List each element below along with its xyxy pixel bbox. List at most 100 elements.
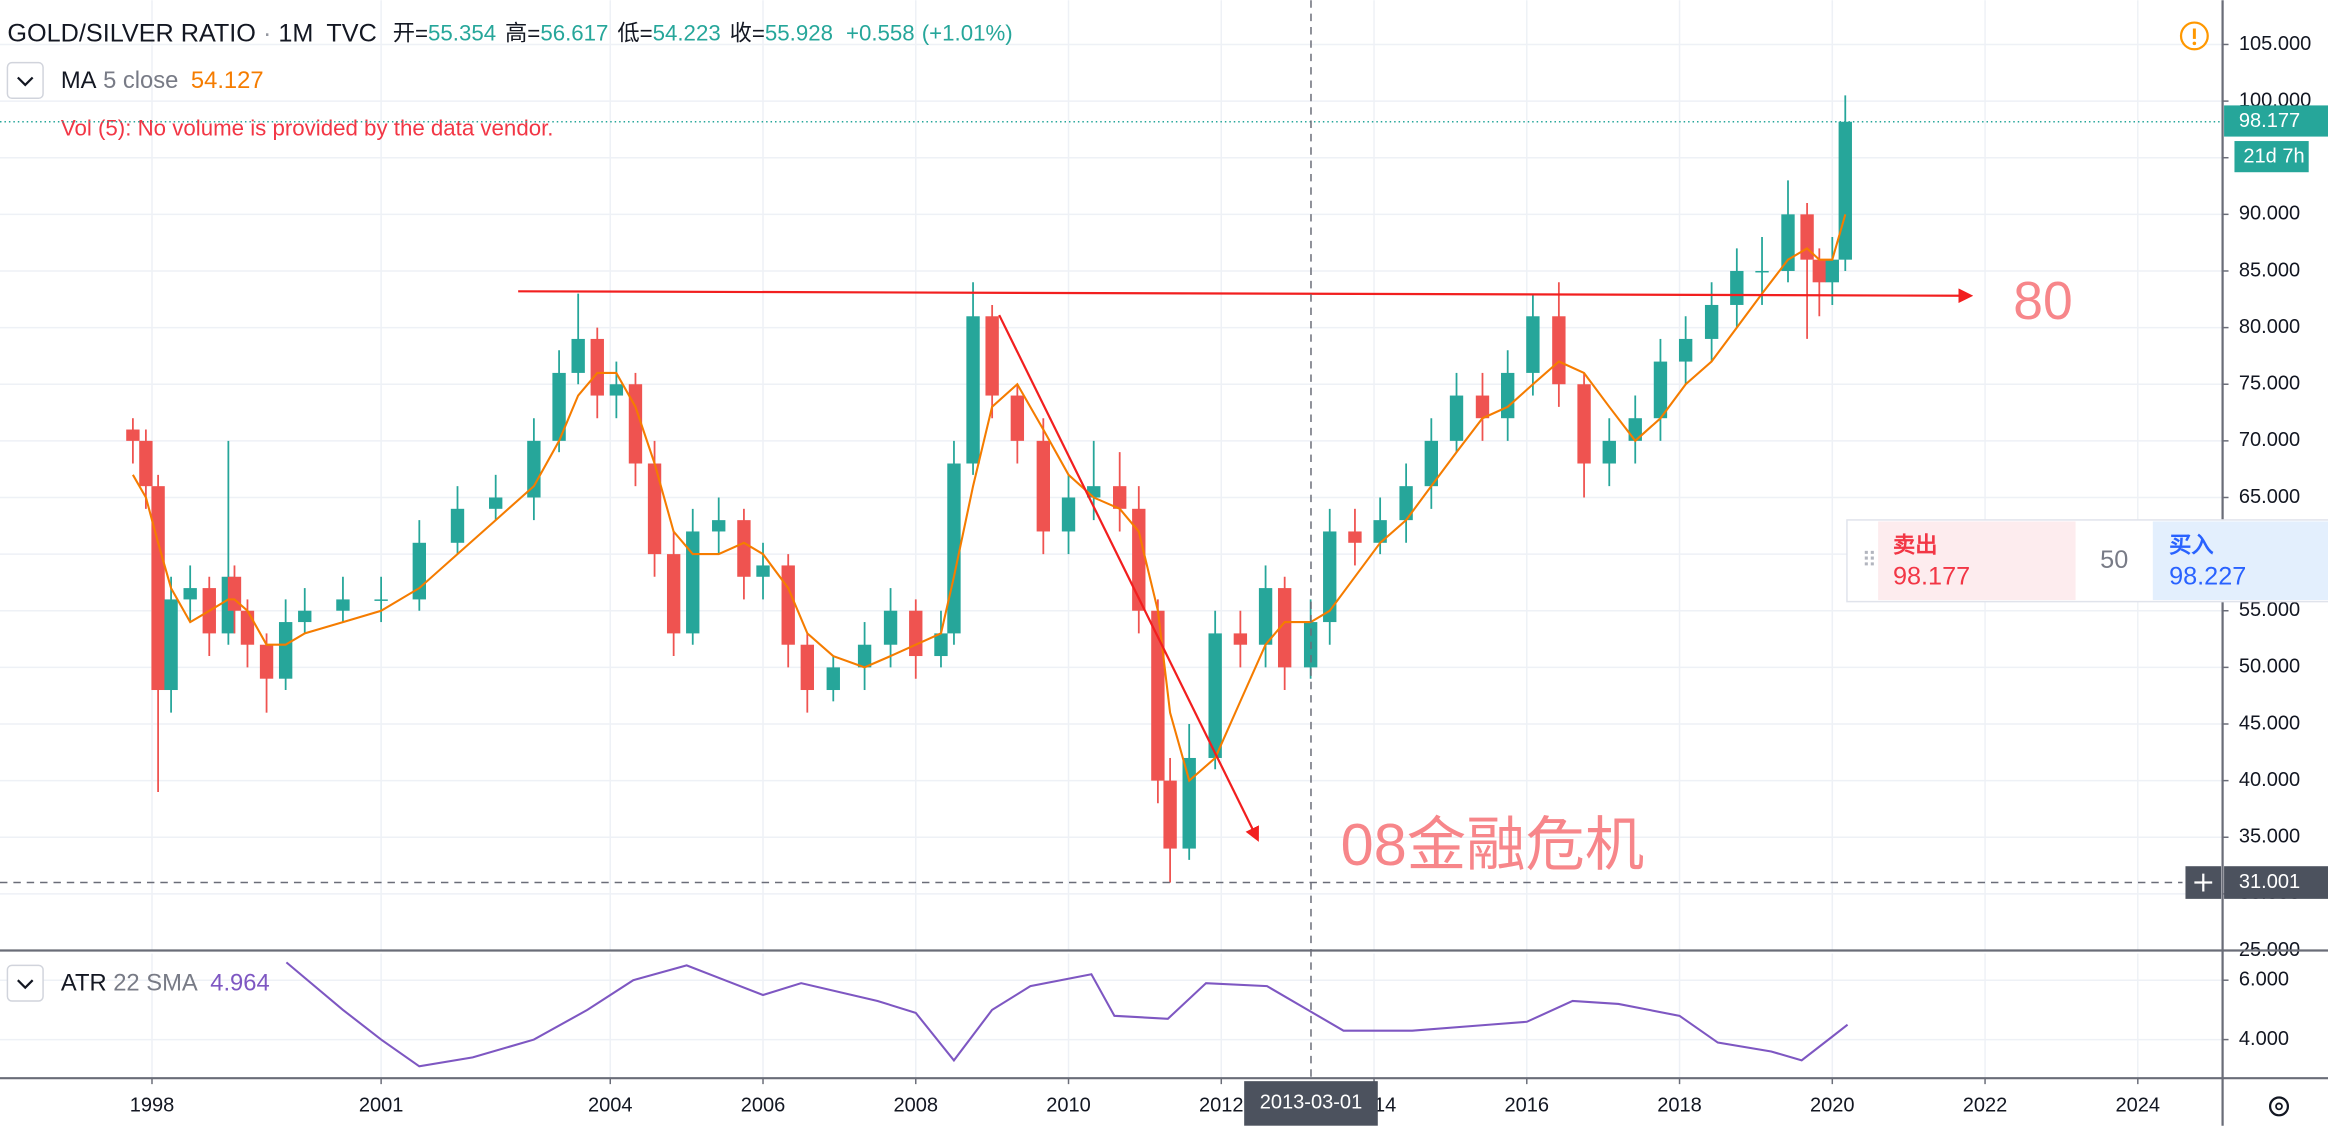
settings-button[interactable] <box>2268 1096 2290 1117</box>
candle-body <box>1277 588 1292 668</box>
candle-body <box>336 599 350 611</box>
annotation-80[interactable]: 80 <box>2013 272 2072 331</box>
candle-body <box>756 565 770 577</box>
candle-body <box>298 610 312 623</box>
candle-body <box>1373 520 1387 543</box>
candle-body <box>571 338 585 373</box>
candle-body <box>151 486 165 691</box>
last-price-label: 98.177 <box>2239 110 2300 132</box>
crosshair-price-box <box>2224 866 2328 899</box>
source: TVC <box>326 19 376 47</box>
annotation-crisis[interactable]: 08金融危机 <box>1341 811 1645 878</box>
candle-body <box>1061 497 1076 532</box>
y-tick-label: 85.000 <box>2239 259 2300 281</box>
candle-body <box>609 384 624 396</box>
buy-price: 98.227 <box>2169 563 2246 591</box>
trade-widget: ⠿ 卖出 98.177 50 买入 98.227 <box>1846 519 2328 603</box>
candle-body <box>1323 531 1337 623</box>
candle-body <box>1151 610 1165 781</box>
candle-body <box>966 316 980 464</box>
candle-body <box>1233 633 1248 645</box>
sell-button[interactable] <box>1878 521 2076 601</box>
candle-body <box>183 588 197 600</box>
candle-body <box>450 508 465 543</box>
x-tick-label: 2012 <box>1199 1095 1244 1117</box>
ma-collapse-button[interactable] <box>6 61 44 100</box>
candle-body <box>1132 508 1146 611</box>
atr-value: 4.964 <box>210 970 269 997</box>
resistance-line[interactable] <box>518 288 1974 304</box>
candle-body <box>1449 395 1464 441</box>
chevron-icon <box>17 979 34 990</box>
candle-body <box>1036 440 1050 532</box>
ohlc-label: 高= <box>505 20 540 45</box>
change-pct: (+1.01%) <box>922 20 1013 45</box>
x-tick-label: 2006 <box>741 1095 786 1117</box>
candle-body <box>909 610 923 657</box>
x-tick-label: 2024 <box>2116 1095 2161 1117</box>
candle-body <box>1348 531 1362 543</box>
candle-body <box>1755 270 1769 273</box>
candle-body <box>1113 486 1127 509</box>
candle-body <box>1602 440 1616 464</box>
candle-body <box>686 531 700 634</box>
symbol-legend: GOLD/SILVER RATIO · 1M TVC 开=55.354 高=56.… <box>7 19 1012 47</box>
crosshair-date-label: 2013-03-01 <box>1260 1092 1362 1114</box>
ma-legend: MA 5 close 54.127 <box>61 67 264 94</box>
candle-body <box>259 644 274 679</box>
y-tick-label: 50.000 <box>2239 656 2300 678</box>
candle-body <box>1552 316 1566 385</box>
ma-value: 54.127 <box>191 67 264 94</box>
y-tick-label: 45.000 <box>2239 712 2300 734</box>
candle-body <box>1087 486 1101 498</box>
atr-name[interactable]: ATR <box>61 970 107 997</box>
candle-body <box>1163 780 1177 849</box>
y-tick-label: 80.000 <box>2239 316 2300 338</box>
ohlc-value: 55.354 <box>428 20 496 45</box>
ma-line <box>131 214 1847 783</box>
symbol-title[interactable]: GOLD/SILVER RATIO <box>7 19 256 47</box>
atr-collapse-button[interactable] <box>6 964 44 1002</box>
candle-body <box>800 644 814 691</box>
candle-body <box>590 338 604 396</box>
candle-body <box>1730 270 1744 305</box>
buy-button[interactable] <box>2152 521 2328 601</box>
candle-body <box>985 316 999 396</box>
atr-line <box>285 961 1849 1068</box>
ma-params: 5 close <box>103 67 178 94</box>
y-tick-label: 65.000 <box>2239 486 2300 508</box>
ohlc-value: 55.928 <box>765 20 833 45</box>
candle-body <box>737 520 751 577</box>
buy-label: 买入 <box>2169 533 2214 558</box>
candle-body <box>552 372 566 441</box>
candle-body <box>1838 121 1852 260</box>
candle-body <box>240 610 255 645</box>
plot <box>126 95 1852 1068</box>
y-tick-label: 40.000 <box>2239 769 2300 791</box>
y-tick-label: 90.000 <box>2239 203 2300 225</box>
spread: 50 <box>2100 546 2128 574</box>
pane-gap <box>0 950 2223 954</box>
settings-icon-core <box>2275 1102 2283 1111</box>
candle-body <box>1800 214 1814 260</box>
ma-name[interactable]: MA <box>61 67 97 94</box>
candle-body <box>781 565 795 645</box>
candle-body <box>883 610 898 645</box>
candle-body <box>1704 304 1719 339</box>
ohlc-value: 54.223 <box>653 20 721 45</box>
y-tick-label: 55.000 <box>2239 599 2300 621</box>
y-tick-label: 75.000 <box>2239 373 2300 395</box>
candle-body <box>1678 338 1693 362</box>
sell-label: 卖出 <box>1893 533 1938 558</box>
candle-body <box>947 463 961 634</box>
ohlc-value: 56.617 <box>540 20 608 45</box>
interval: 1M <box>278 19 313 47</box>
candle-body <box>139 440 153 487</box>
trend-arrow[interactable] <box>998 314 1259 842</box>
y-tick-label: 105.000 <box>2239 33 2311 55</box>
drag-handle[interactable]: ⠿ <box>1862 549 1877 572</box>
volume-note: Vol (5): No volume is provided by the da… <box>61 115 554 140</box>
candle-body <box>1825 259 1839 283</box>
x-tick-label: 2016 <box>1505 1095 1550 1117</box>
